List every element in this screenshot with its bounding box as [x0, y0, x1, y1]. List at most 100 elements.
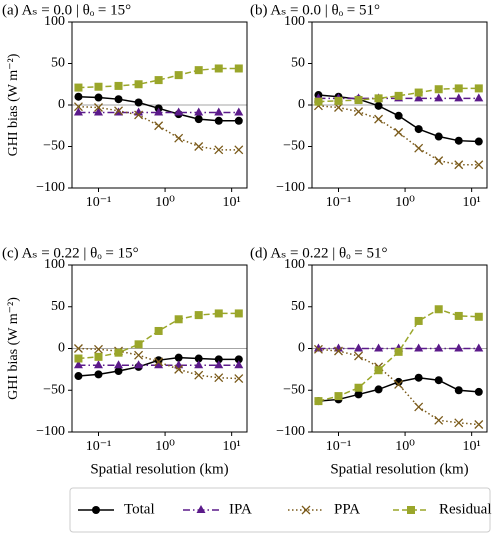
- marker: [234, 116, 243, 125]
- legend-label: Total: [124, 501, 155, 517]
- marker: [434, 376, 443, 385]
- marker: [434, 415, 444, 425]
- marker: [374, 94, 383, 103]
- x-tick-label: 10⁰: [395, 439, 415, 454]
- marker: [194, 142, 204, 151]
- marker: [114, 106, 123, 116]
- marker: [354, 343, 364, 352]
- marker: [92, 506, 100, 514]
- marker: [174, 360, 184, 369]
- y-tick-label: 50: [51, 299, 65, 314]
- y-tick-label: −100: [276, 180, 305, 195]
- marker: [94, 93, 103, 102]
- y-tick-label: −50: [283, 139, 305, 154]
- marker: [234, 374, 244, 384]
- plot-frame: [311, 264, 488, 433]
- marker: [434, 343, 444, 352]
- marker: [454, 93, 464, 102]
- marker: [234, 107, 244, 116]
- x-tick-label: 10⁻¹: [326, 195, 352, 210]
- marker: [474, 93, 484, 102]
- marker: [174, 364, 184, 374]
- y-tick-label: −50: [283, 382, 305, 397]
- series-line: [78, 67, 239, 89]
- marker: [474, 420, 484, 429]
- marker: [434, 85, 443, 94]
- y-tick-label: −50: [43, 139, 65, 154]
- marker: [134, 350, 144, 360]
- x-tick-label: 10¹: [223, 195, 241, 210]
- marker: [154, 107, 164, 116]
- marker: [414, 402, 424, 412]
- marker: [374, 366, 383, 375]
- marker: [414, 343, 424, 352]
- marker: [73, 360, 83, 369]
- series-line: [318, 348, 479, 426]
- panel-title: (b) Aₛ = 0.0 | θₒ = 51°: [250, 2, 380, 18]
- marker: [214, 107, 224, 116]
- marker: [154, 121, 164, 131]
- series-line: [318, 105, 479, 166]
- y-tick-label: 0: [298, 97, 305, 112]
- marker: [354, 107, 363, 117]
- plot-frame: [71, 264, 248, 433]
- marker: [434, 132, 443, 141]
- legend-label: PPA: [334, 501, 360, 517]
- marker: [354, 351, 363, 361]
- y-tick-label: −100: [36, 180, 65, 195]
- marker: [454, 136, 463, 145]
- marker: [374, 385, 383, 394]
- marker: [214, 116, 223, 125]
- series-line: [318, 308, 479, 402]
- legend-box: [69, 487, 491, 533]
- marker: [174, 71, 183, 80]
- marker: [134, 80, 143, 89]
- y-tick-label: 100: [44, 257, 65, 272]
- marker: [394, 379, 404, 389]
- marker: [114, 367, 123, 376]
- marker: [414, 93, 424, 102]
- marker: [194, 107, 204, 116]
- marker: [454, 160, 464, 170]
- y-tick-label: 0: [58, 341, 65, 356]
- marker: [414, 373, 423, 382]
- plot-frame: [71, 21, 248, 189]
- marker: [434, 156, 444, 166]
- legend-label: IPA: [229, 501, 252, 517]
- marker: [414, 143, 424, 153]
- legend-label: Residual: [439, 501, 492, 517]
- marker: [74, 354, 83, 363]
- marker: [94, 103, 103, 112]
- marker: [194, 66, 203, 75]
- marker: [73, 102, 83, 112]
- marker: [154, 357, 164, 367]
- marker: [114, 95, 123, 104]
- marker: [454, 386, 463, 395]
- x-tick-label: 10⁰: [155, 195, 175, 210]
- marker: [174, 315, 183, 324]
- marker: [334, 392, 343, 401]
- y-tick-label: −100: [36, 424, 65, 439]
- marker: [214, 64, 223, 73]
- marker: [74, 372, 83, 381]
- marker: [394, 111, 403, 120]
- marker: [394, 377, 403, 386]
- marker: [134, 98, 143, 107]
- x-tick-label: 10⁻¹: [86, 195, 112, 210]
- x-tick-label: 10⁻¹: [326, 439, 352, 454]
- marker: [134, 340, 143, 349]
- marker: [94, 370, 103, 379]
- marker: [154, 360, 164, 369]
- marker: [334, 96, 343, 105]
- marker: [174, 107, 184, 116]
- marker: [354, 390, 363, 399]
- marker: [314, 397, 323, 406]
- marker: [93, 360, 103, 369]
- marker: [74, 83, 83, 92]
- marker: [94, 82, 103, 91]
- x-tick-label: 10¹: [463, 195, 481, 210]
- marker: [301, 505, 311, 515]
- y-tick-label: 50: [291, 56, 305, 71]
- marker: [374, 343, 384, 352]
